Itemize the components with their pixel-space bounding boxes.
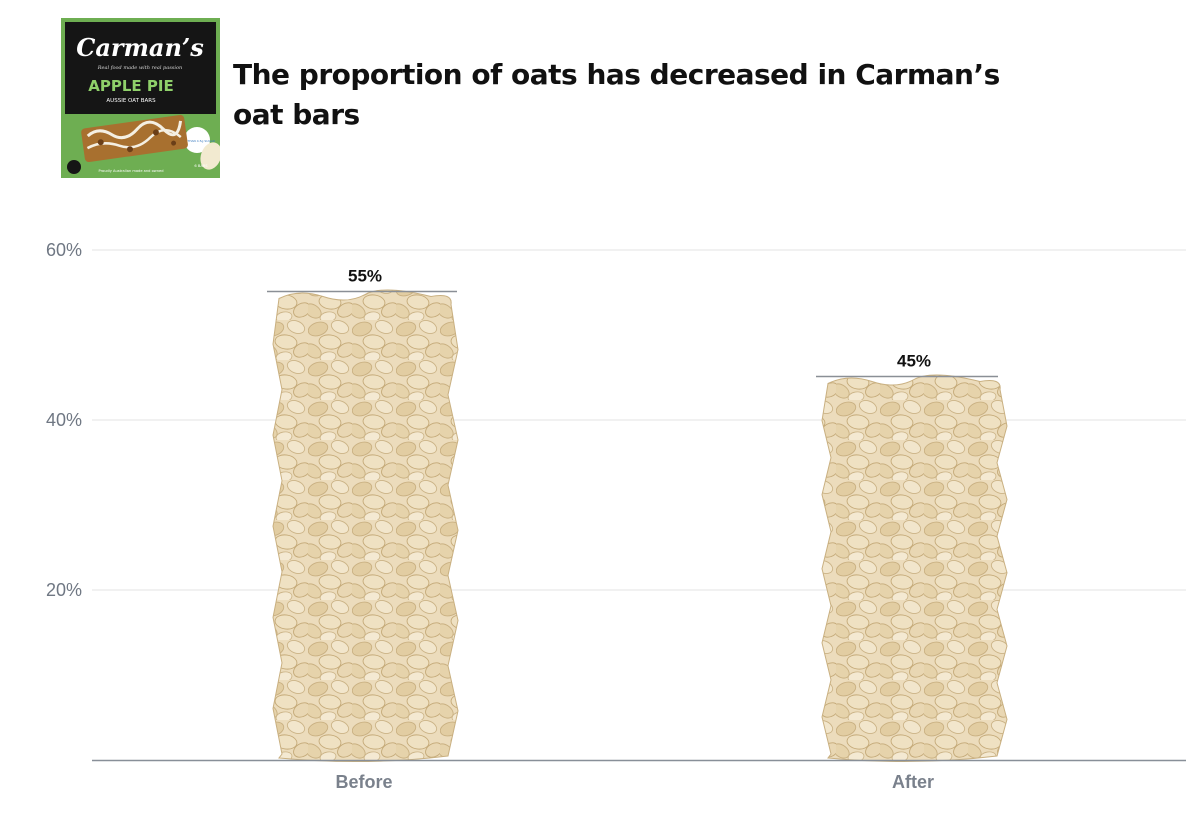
data-label-after: 45% bbox=[897, 352, 931, 371]
chart-title: The proportion of oats has decreased in … bbox=[233, 58, 1000, 131]
y-tick-label: 20% bbox=[46, 580, 82, 600]
x-category-label: After bbox=[892, 772, 934, 792]
x-category-label: Before bbox=[335, 772, 392, 792]
bar-after bbox=[821, 374, 1008, 763]
logo-count-text: 6 BARS bbox=[194, 164, 208, 168]
logo-brand-text: Carman’s bbox=[76, 33, 204, 62]
logo-tagline-text: Real food made with real passion bbox=[97, 65, 182, 71]
logo-footer-text: Proudly Australian made and owned bbox=[99, 169, 164, 173]
data-label-before: 55% bbox=[348, 267, 382, 286]
carmans-product-box-logo: Carman’s Real food made with real passio… bbox=[61, 18, 220, 178]
logo-product-text: APPLE PIE bbox=[88, 77, 173, 95]
logo-subtitle-text: AUSSIE OAT BARS bbox=[106, 98, 156, 104]
oat-bar-picture bbox=[81, 114, 188, 163]
logo-badge-text: LESS THAN 4.5g SUGAR bbox=[179, 139, 215, 143]
bar-before bbox=[272, 289, 459, 763]
y-tick-label: 40% bbox=[46, 410, 82, 430]
y-tick-label: 60% bbox=[46, 240, 82, 260]
